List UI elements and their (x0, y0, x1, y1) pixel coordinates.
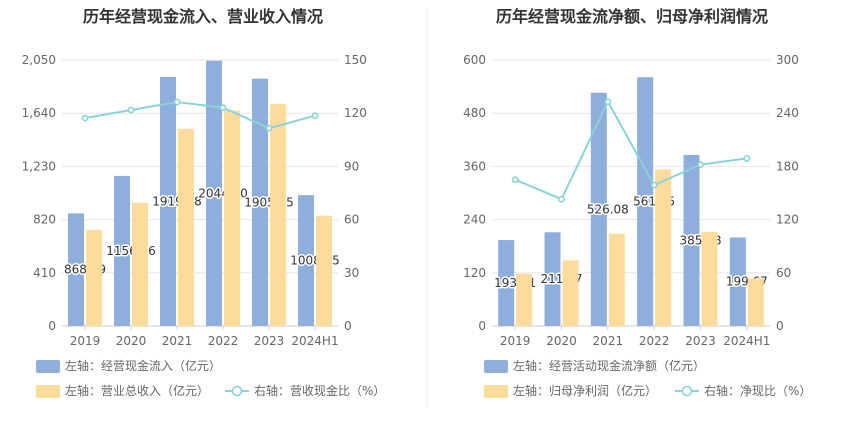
legend-label: 左轴：营业总收入（亿元） (65, 383, 209, 398)
legend-swatch (36, 385, 60, 398)
bar (608, 233, 625, 326)
right-axis-tick-label: 180 (776, 159, 799, 173)
bar (498, 240, 515, 326)
right-axis-tick-label: 90 (344, 159, 359, 173)
right-axis-tick-label: 30 (344, 266, 359, 280)
legend-marker (681, 385, 693, 397)
line-point (650, 181, 658, 189)
bar (544, 232, 561, 326)
left-axis-tick-label: 360 (463, 159, 486, 173)
legend-swatch (36, 360, 60, 373)
legend-swatch (484, 385, 508, 398)
left-axis-tick-label: 0 (48, 319, 56, 333)
data-label: 1905.75 (244, 195, 294, 209)
x-axis-tick-label: 2023 (254, 334, 285, 348)
legend-label: 左轴：归母净利润（亿元） (513, 383, 657, 398)
right-axis-tick-label: 120 (776, 213, 799, 227)
chart-title: 历年经营现金流入、营业收入情况 (83, 7, 323, 26)
bar (206, 60, 222, 327)
line-point (219, 104, 227, 112)
bar (178, 128, 194, 326)
data-label: 1919.58 (152, 194, 202, 208)
bar (252, 78, 268, 326)
chart-panel-1: 历年经营现金流入、营业收入情况 0 410 820 1,230 1,640 2,050 0 30… (22, 7, 385, 398)
left-axis-tick-label: 600 (463, 53, 486, 67)
line-point (311, 112, 319, 120)
left-axis-tick-label: 0 (478, 319, 486, 333)
right-axis-tick-label: 0 (344, 319, 352, 333)
series-line (514, 99, 747, 201)
legend-label: 右轴：营收现金比（%） (254, 383, 385, 398)
line-point (743, 155, 751, 162)
line-point (604, 98, 612, 106)
left-axis-tick-label: 2,050 (22, 53, 56, 67)
x-axis-tick-label: 2021 (593, 334, 624, 348)
right-axis-tick-label: 300 (776, 53, 799, 67)
bar (160, 76, 176, 326)
x-axis-tick-label: 2024H1 (291, 334, 338, 348)
left-axis-tick-label: 1,640 (22, 106, 56, 120)
bar (637, 77, 654, 326)
x-axis-tick-label: 2020 (546, 334, 577, 348)
x-axis-tick-label: 2024H1 (723, 334, 770, 348)
bar (86, 229, 102, 326)
right-axis-tick-label: 0 (776, 319, 784, 333)
series-line (84, 101, 316, 130)
chart-panel-2: 历年经营现金流净额、归母净利润情况 0 120 240 360 480 600 0 60 120 1… (463, 7, 811, 398)
legend-swatch (484, 360, 508, 373)
bar (298, 195, 314, 326)
left-axis-tick-label: 120 (463, 266, 486, 280)
data-label: 1008.15 (290, 254, 340, 268)
line-point (81, 114, 89, 122)
bar (590, 92, 607, 326)
bar (747, 278, 764, 326)
bar (224, 110, 240, 326)
x-axis-tick-label: 2022 (208, 334, 239, 348)
right-axis-tick-label: 60 (776, 266, 791, 280)
bar (701, 232, 718, 326)
bar (729, 237, 746, 326)
bar (316, 215, 332, 326)
left-axis-tick-label: 480 (463, 106, 486, 120)
bar (562, 260, 579, 326)
data-label: 2044.40 (198, 186, 248, 200)
data-label: 1156.76 (106, 244, 156, 258)
bar (516, 273, 533, 326)
right-axis-tick-label: 60 (344, 213, 359, 227)
line-point (127, 106, 135, 114)
bar (68, 213, 84, 326)
line-point (265, 124, 273, 132)
line-point (173, 98, 181, 106)
bar (270, 104, 286, 327)
right-axis-tick-label: 120 (344, 106, 367, 120)
data-label: 526.08 (587, 202, 629, 216)
legend-label: 左轴：经营现金流入（亿元） (65, 358, 221, 373)
left-axis-tick-label: 1,230 (22, 159, 56, 173)
x-axis-tick-label: 2019 (500, 334, 531, 348)
bar (683, 154, 700, 326)
bar (132, 202, 148, 326)
line-point (697, 161, 704, 169)
legend-marker (231, 385, 243, 397)
right-axis-tick-label: 150 (344, 53, 367, 67)
right-axis-tick-label: 240 (776, 106, 799, 120)
left-axis-tick-label: 410 (33, 266, 56, 280)
left-axis-tick-label: 820 (33, 213, 56, 227)
legend-label: 左轴：经营活动现金流净额（亿元） (513, 358, 705, 373)
bar (655, 169, 672, 326)
x-axis-tick-label: 2020 (116, 334, 147, 348)
x-axis-tick-label: 2019 (70, 334, 101, 348)
x-axis-tick-label: 2022 (639, 334, 670, 348)
x-axis-tick-label: 2023 (685, 334, 716, 348)
x-axis-tick-label: 2021 (162, 334, 193, 348)
line-point (511, 176, 519, 184)
bar (114, 175, 130, 326)
line-point (558, 195, 565, 203)
legend-label: 右轴：净现比（%） (704, 383, 811, 398)
chart-title: 历年经营现金流净额、归母净利润情况 (496, 7, 768, 26)
left-axis-tick-label: 240 (463, 213, 486, 227)
